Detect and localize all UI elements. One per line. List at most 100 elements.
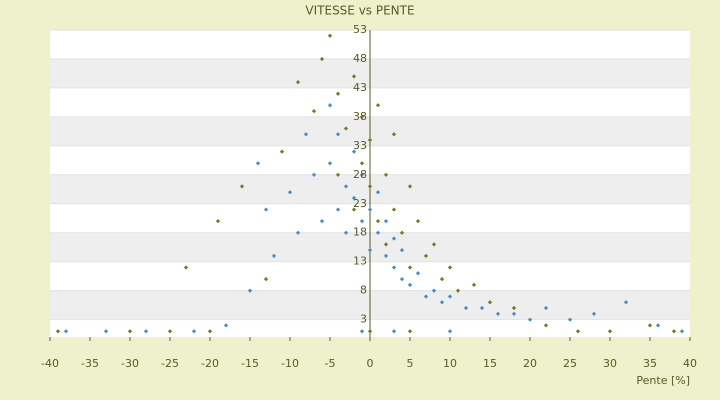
point — [431, 242, 437, 247]
chart-title: VITESSE vs PENTE — [305, 4, 414, 18]
point — [143, 329, 149, 334]
point — [399, 276, 405, 282]
point — [623, 300, 629, 305]
y-tick-label: 8 — [360, 284, 367, 297]
point — [527, 317, 533, 322]
point — [351, 149, 357, 154]
x-tick-label: -10 — [281, 357, 299, 370]
point — [263, 207, 269, 212]
x-tick-label: -15 — [241, 357, 259, 370]
point — [439, 276, 445, 282]
point — [375, 230, 381, 235]
x-tick-label: -35 — [81, 357, 99, 370]
point — [335, 207, 341, 212]
point — [415, 271, 421, 276]
point — [591, 311, 597, 316]
point — [455, 288, 461, 293]
x-tick-label: 30 — [603, 357, 617, 370]
point — [247, 288, 253, 293]
point — [359, 172, 365, 177]
x-tick-label: 25 — [563, 357, 577, 370]
x-tick-label: 35 — [643, 357, 657, 370]
point — [511, 311, 517, 316]
x-axis-label: Pente [%] — [636, 374, 690, 387]
point — [391, 207, 397, 212]
point — [679, 329, 685, 334]
point — [295, 230, 301, 235]
point — [471, 282, 477, 287]
point — [359, 329, 365, 334]
y-tick-label: 43 — [353, 81, 367, 94]
point — [239, 184, 245, 189]
x-tick-label: 40 — [683, 357, 697, 370]
point — [215, 219, 221, 224]
point — [127, 329, 133, 334]
point — [383, 172, 389, 177]
point — [287, 190, 293, 195]
x-tick-label: -25 — [161, 357, 179, 370]
point — [191, 329, 197, 334]
point — [407, 282, 413, 287]
point — [367, 207, 373, 212]
point — [399, 247, 405, 253]
point — [423, 294, 429, 299]
x-tick-label: 0 — [367, 357, 374, 370]
point — [543, 323, 549, 328]
point — [351, 207, 357, 212]
y-tick-label: 28 — [353, 168, 367, 181]
point — [407, 329, 413, 334]
x-tick-label: -40 — [41, 357, 59, 370]
point — [575, 329, 581, 334]
x-tick-label: 20 — [523, 357, 537, 370]
point — [391, 236, 397, 241]
x-tick-label: -5 — [325, 357, 336, 370]
point — [335, 172, 341, 177]
point — [407, 184, 413, 189]
point — [607, 329, 613, 334]
point — [375, 190, 381, 195]
y-tick-label: 33 — [353, 139, 367, 152]
point — [447, 265, 453, 270]
x-tick-label: -30 — [121, 357, 139, 370]
point — [383, 242, 389, 247]
y-tick-label: 18 — [353, 226, 367, 239]
point — [655, 323, 661, 328]
point — [399, 230, 405, 235]
point — [335, 132, 341, 137]
point — [487, 300, 493, 305]
point — [359, 219, 365, 224]
x-tick-label: 15 — [483, 357, 497, 370]
point — [311, 172, 317, 177]
point — [303, 132, 309, 137]
point — [431, 288, 437, 293]
point — [407, 265, 413, 270]
y-tick-label: 38 — [353, 110, 367, 123]
point — [479, 305, 485, 311]
point — [167, 329, 173, 334]
point — [391, 132, 397, 137]
point — [447, 294, 453, 299]
point — [279, 149, 285, 154]
point — [255, 161, 261, 166]
point — [671, 329, 677, 334]
point — [263, 276, 269, 282]
point — [223, 323, 229, 328]
point — [367, 137, 373, 143]
x-tick-label: 5 — [407, 357, 414, 370]
point — [367, 329, 373, 334]
x-tick-label: 10 — [443, 357, 457, 370]
x-tick-label: -20 — [201, 357, 219, 370]
point — [439, 300, 445, 305]
y-tick-label: 13 — [353, 255, 367, 268]
y-tick-label: 3 — [360, 313, 367, 326]
point — [495, 311, 501, 316]
y-tick-label: 48 — [353, 52, 367, 65]
point — [367, 247, 373, 253]
point — [359, 161, 365, 166]
point — [343, 230, 349, 235]
point — [647, 323, 653, 328]
point — [327, 161, 333, 166]
y-tick-label: 23 — [353, 197, 367, 210]
point — [351, 195, 357, 201]
